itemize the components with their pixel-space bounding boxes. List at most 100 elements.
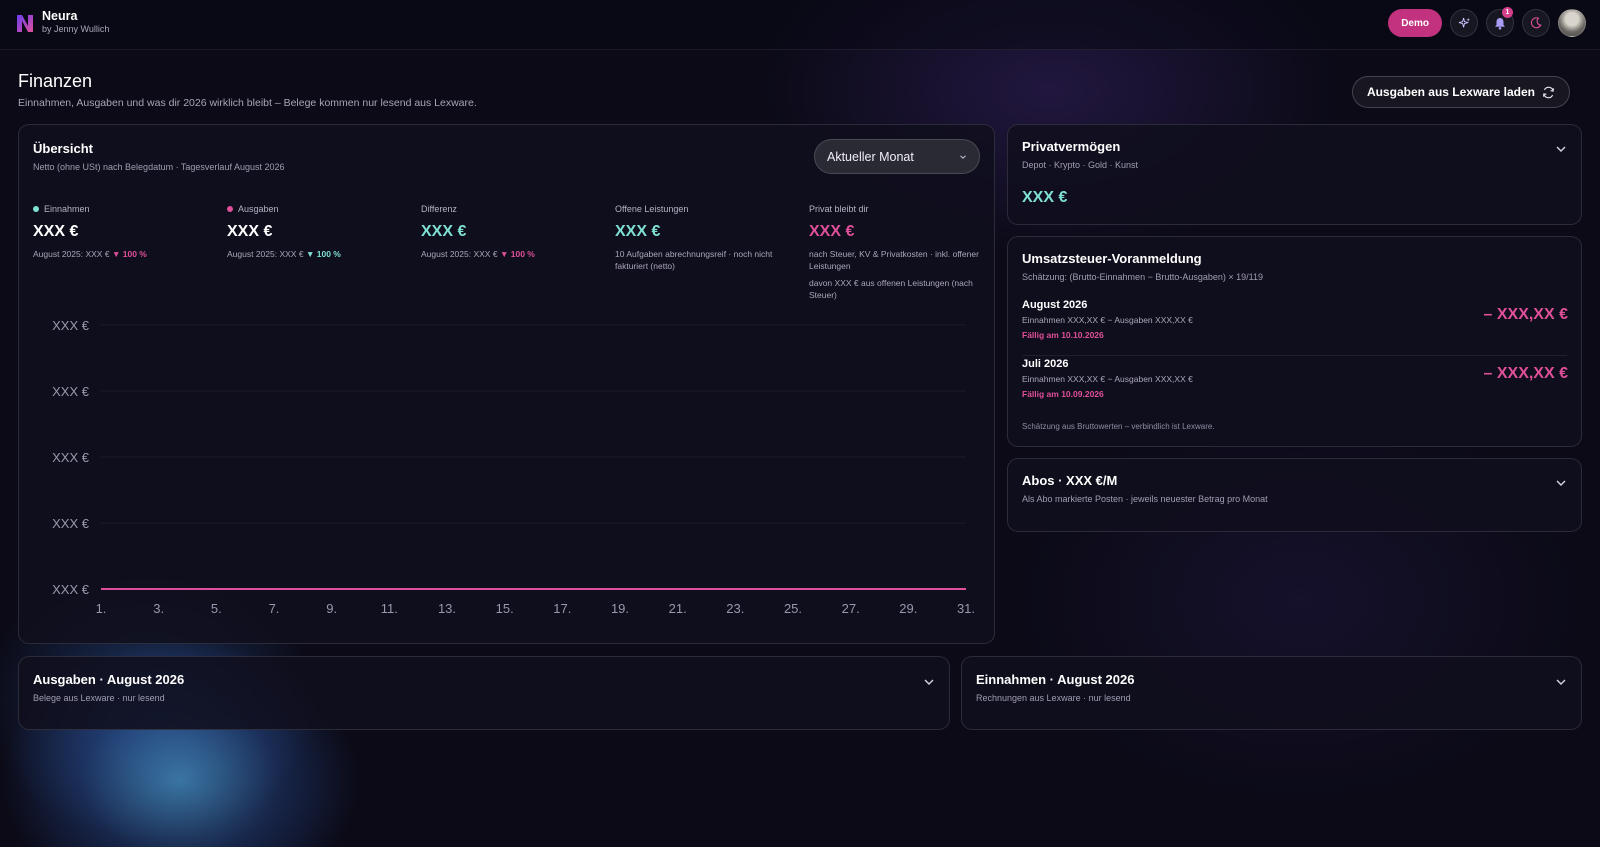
x-tick-label: 31. (957, 601, 975, 616)
privatvermoegen-title: Privatvermögen (1022, 139, 1121, 154)
kpi-privat-bleibt: Privat bleibt dir XXX € nach Steuer, KV … (809, 203, 989, 301)
kpi-comparison-text: August 2025: XXX € (421, 249, 498, 259)
demo-button[interactable]: Demo (1388, 9, 1442, 37)
x-tick-label: 25. (784, 601, 802, 616)
kpi-differenz: Differenz XXX € August 2025: XXX € ▼ 100… (421, 203, 601, 260)
arrow-down-icon: ▼ (499, 249, 509, 259)
x-tick-label: 19. (611, 601, 629, 616)
ust-row-period: Juli 2026 (1022, 358, 1069, 370)
kpi-comparison-text: August 2025: XXX € (227, 249, 304, 259)
x-tick-label: 21. (669, 601, 687, 616)
arrow-down-icon: ▼ (305, 249, 315, 259)
x-tick-label: 7. (269, 601, 280, 616)
neura-logo-icon (17, 14, 33, 32)
chevron-down-icon[interactable] (1555, 143, 1567, 155)
theme-toggle-button[interactable] (1522, 9, 1550, 37)
ust-subtitle: Schätzung: (Brutto-Einnahmen − Brutto-Au… (1022, 272, 1263, 282)
kpi-label-text: Privat bleibt dir (809, 203, 869, 214)
x-tick-label: 29. (899, 601, 917, 616)
ai-sparkle-button[interactable] (1450, 9, 1478, 37)
chevron-down-icon[interactable] (1555, 676, 1567, 688)
ausgaben-dot-icon (227, 205, 233, 212)
kpi-comparison: August 2025: XXX € ▼ 100 % (421, 248, 601, 260)
kpi-label: Offene Leistungen (615, 203, 795, 214)
refresh-icon (1543, 86, 1554, 98)
page-header: Finanzen Einnahmen, Ausgaben und was dir… (18, 70, 477, 109)
kpi-change-pct: 100 % (316, 249, 341, 259)
privatvermoegen-subtitle: Depot · Krypto · Gold · Kunst (1022, 160, 1139, 170)
notifications-button[interactable]: 1 (1486, 7, 1514, 37)
load-lexware-label: Ausgaben aus Lexware laden (1366, 85, 1535, 99)
y-tick-label: XXX € (52, 318, 90, 333)
kpi-label-text: Ausgaben (238, 203, 279, 214)
kpi-change: ▼ 100 % (306, 249, 341, 259)
overview-subtitle: Netto (ohne USt) nach Belegdatum · Tages… (33, 162, 285, 172)
kpi-comparison-text: August 2025: XXX € (33, 249, 110, 259)
kpi-label: Differenz (421, 203, 601, 214)
user-avatar[interactable] (1558, 9, 1586, 37)
privatvermoegen-card[interactable]: Privatvermögen Depot · Krypto · Gold · K… (1007, 124, 1582, 225)
x-tick-label: 17. (553, 601, 571, 616)
moon-icon (1530, 17, 1542, 29)
period-select[interactable]: Aktueller Monat (814, 139, 980, 174)
kpi-note-secondary: davon XXX € aus offenen Leistungen (nach… (809, 278, 973, 300)
app-byline: by Jenny Wullich (42, 24, 110, 34)
kpi-ausgaben: Ausgaben XXX € August 2025: XXX € ▼ 100 … (227, 203, 407, 260)
daily-chart-svg: XXX € XXX € XXX € XXX € XXX € 1. 3. 5. 7. 9. 11. 13… (52, 318, 975, 616)
ausgaben-card[interactable]: Ausgaben · August 2026 Belege aus Lexwar… (18, 656, 950, 730)
ust-row: August 2026 Einnahmen XXX,XX € − Ausgabe… (1022, 299, 1568, 340)
kpi-label-text: Einnahmen (44, 203, 90, 214)
einnahmen-title: Einnahmen · August 2026 (976, 672, 1135, 687)
kpi-einnahmen: Einnahmen XXX € August 2025: XXX € ▼ 100… (33, 203, 213, 260)
ust-voranmeldung-card: Umsatzsteuer-Voranmeldung Schätzung: (Br… (1007, 236, 1582, 447)
arrow-down-icon: ▼ (111, 249, 121, 259)
kpi-value: XXX € (421, 223, 467, 240)
abos-subtitle: Als Abo markierte Posten · jeweils neues… (1022, 494, 1268, 504)
ust-row: Juli 2026 Einnahmen XXX,XX € − Ausgaben … (1022, 358, 1568, 399)
overview-card: Übersicht Netto (ohne USt) nach Belegdat… (18, 124, 995, 644)
y-tick-label: XXX € (52, 516, 90, 531)
notification-count-badge: 1 (1502, 7, 1513, 18)
daily-chart: XXX € XXX € XXX € XXX € XXX € 1. 3. 5. 7. 9. 11. 13… (28, 305, 978, 625)
x-tick-label: 3. (153, 601, 164, 616)
kpi-label: Privat bleibt dir (809, 203, 989, 214)
einnahmen-subtitle: Rechnungen aus Lexware · nur lesend (976, 693, 1131, 703)
chevron-down-icon[interactable] (923, 676, 935, 688)
abos-card[interactable]: Abos · XXX €/M Als Abo markierte Posten … (1007, 458, 1582, 532)
ausgaben-subtitle: Belege aus Lexware · nur lesend (33, 693, 165, 703)
kpi-value: XXX € (809, 223, 855, 240)
x-tick-label: 5. (211, 601, 222, 616)
app-name: Neura (42, 9, 78, 23)
einnahmen-card[interactable]: Einnahmen · August 2026 Rechnungen aus L… (961, 656, 1582, 730)
ust-footnote: Schätzung aus Bruttowerten – verbindlich… (1022, 422, 1215, 431)
period-select-value: Aktueller Monat (827, 149, 914, 164)
kpi-change: ▼ 100 % (500, 249, 535, 259)
brand[interactable]: Neura by Jenny Wullich (16, 9, 109, 36)
einnahmen-dot-icon (33, 205, 39, 212)
kpi-label-text: Differenz (421, 203, 457, 214)
kpi-comparison: August 2025: XXX € ▼ 100 % (227, 248, 407, 260)
load-lexware-button[interactable]: Ausgaben aus Lexware laden (1351, 76, 1570, 108)
privatvermoegen-value: XXX € (1022, 189, 1068, 206)
kpi-comparison: August 2025: XXX € ▼ 100 % (33, 248, 213, 260)
chevron-down-icon (960, 155, 966, 159)
x-tick-label: 9. (326, 601, 337, 616)
kpi-change-pct: 100 % (510, 249, 535, 259)
kpi-offene-leistungen: Offene Leistungen XXX € 10 Aufgaben abre… (615, 203, 795, 272)
x-tick-label: 13. (438, 601, 456, 616)
ust-row-due: Fällig am 10.09.2026 (1022, 389, 1104, 399)
ausgaben-title: Ausgaben · August 2026 (33, 672, 185, 687)
ust-row-amount: – XXX,XX € (1483, 306, 1569, 323)
kpi-change: ▼ 100 % (112, 249, 147, 259)
chevron-down-icon[interactable] (1555, 477, 1567, 489)
x-tick-label: 23. (726, 601, 744, 616)
kpi-value: XXX € (227, 223, 273, 240)
x-tick-label: 1. (96, 601, 107, 616)
kpi-note: 10 Aufgaben abrechnungsreif · noch nicht… (615, 249, 773, 271)
ust-row-detail: Einnahmen XXX,XX € − Ausgaben XXX,XX € (1022, 374, 1193, 384)
kpi-value: XXX € (33, 223, 79, 240)
divider (1022, 355, 1567, 356)
ust-row-detail: Einnahmen XXX,XX € − Ausgaben XXX,XX € (1022, 315, 1193, 325)
kpi-label: Einnahmen (33, 203, 213, 214)
ust-row-period: August 2026 (1022, 299, 1088, 311)
